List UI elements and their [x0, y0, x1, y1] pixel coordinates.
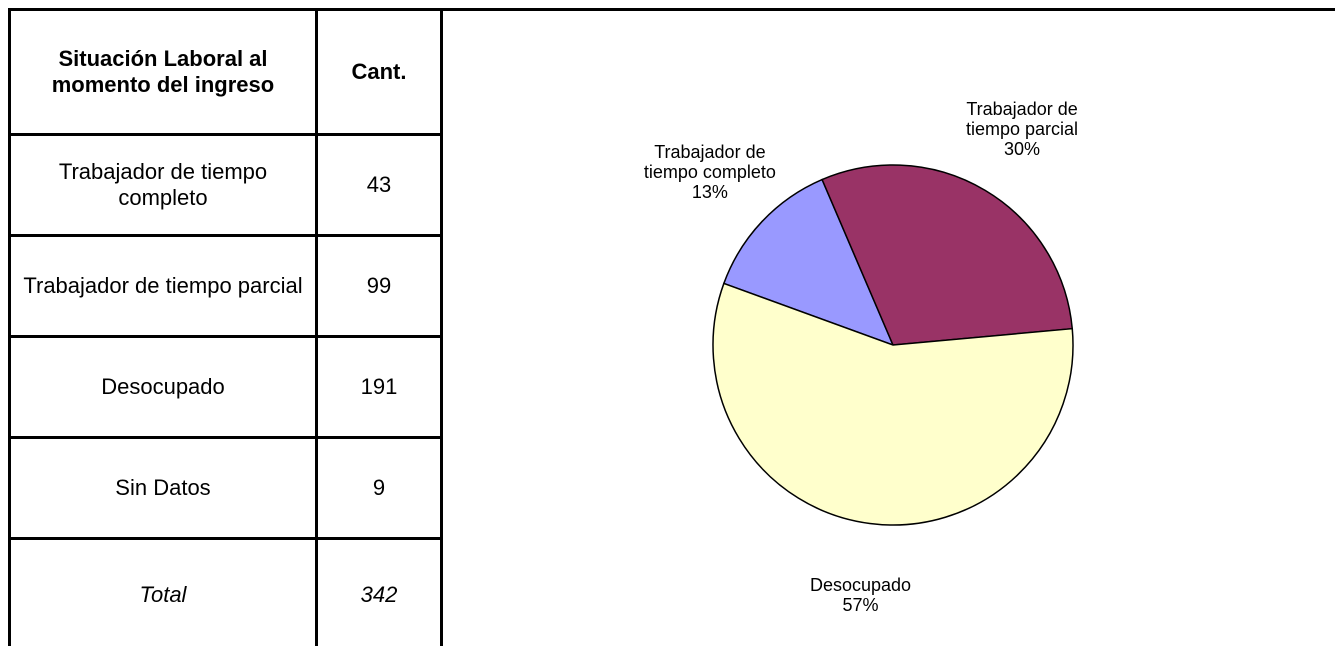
- row-label: Sin Datos: [8, 436, 318, 540]
- slice-category: Trabajador de tiempo parcial: [966, 98, 1079, 139]
- row-label: Desocupado: [8, 335, 318, 439]
- header-cell: Cant.: [315, 8, 443, 136]
- table-row: Trabajador de tiempo completo 43: [8, 133, 443, 237]
- row-value: 191: [315, 335, 443, 439]
- total-label: Total: [8, 537, 318, 646]
- pie-slice: [821, 164, 1074, 346]
- pie-slice: [712, 282, 1074, 526]
- slice-percent: 30%: [1004, 138, 1041, 159]
- row-label: Trabajador de tiempo completo: [8, 133, 318, 237]
- slice-label: Desocupado 57%: [786, 575, 936, 615]
- row-value: 43: [315, 133, 443, 237]
- table-row: Desocupado 191: [8, 335, 443, 439]
- total-value: 342: [315, 537, 443, 646]
- table-row: Sin Datos 9: [8, 436, 443, 540]
- total-row: Total 342: [8, 537, 443, 646]
- slice-percent: 13%: [691, 181, 728, 202]
- pie-slice: [722, 178, 895, 347]
- data-table: Situación Laboral al momento del ingreso…: [8, 8, 443, 646]
- row-value: 99: [315, 234, 443, 338]
- slice-label: Trabajador de tiempo completo 13%: [635, 142, 785, 202]
- slice-label: Trabajador de tiempo parcial 30%: [947, 99, 1097, 159]
- table-body: Trabajador de tiempo completo 43 Trabajado…: [8, 133, 443, 540]
- chart-frame: [440, 8, 1335, 646]
- header-cell: Situación Laboral al momento del ingreso: [8, 8, 318, 136]
- header-row: Situación Laboral al momento del ingreso…: [8, 8, 443, 136]
- row-label: Trabajador de tiempo parcial: [8, 234, 318, 338]
- slice-percent: 57%: [842, 594, 879, 615]
- slice-category: Trabajador de tiempo completo: [643, 141, 776, 182]
- slice-category: Desocupado: [809, 574, 912, 595]
- table-row: Trabajador de tiempo parcial 99: [8, 234, 443, 338]
